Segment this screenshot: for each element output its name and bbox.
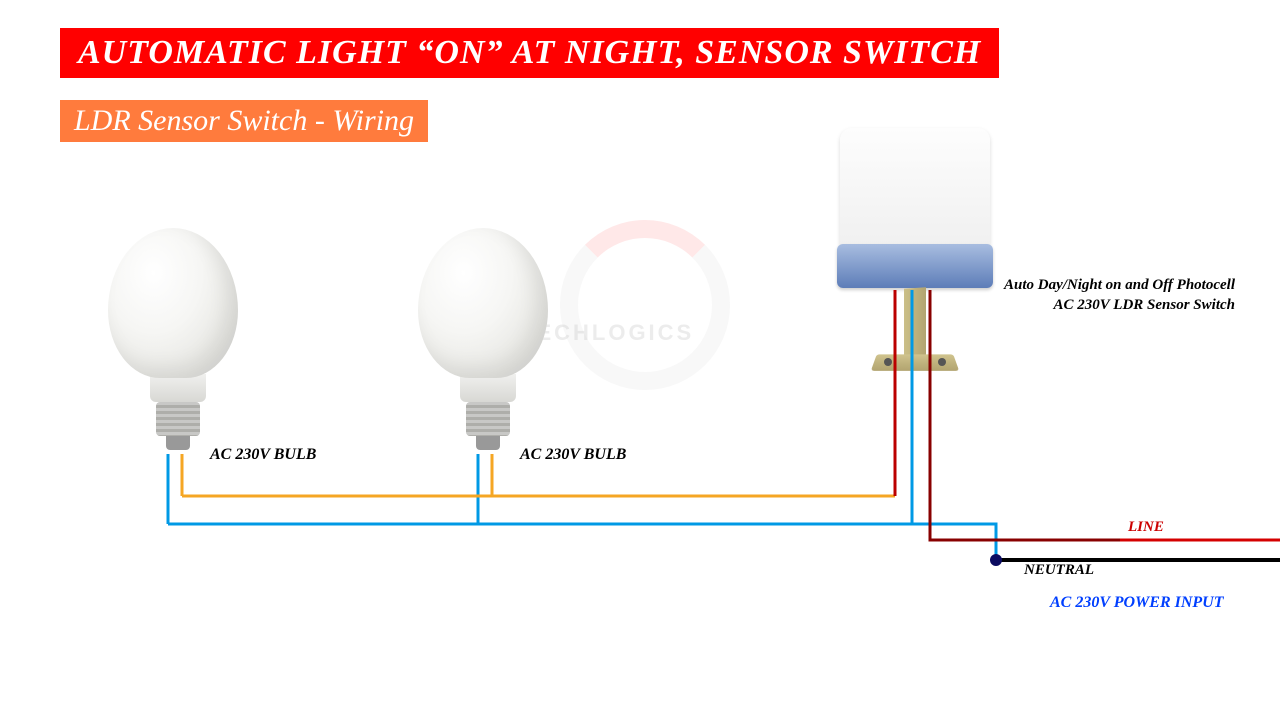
bulb-2: [418, 228, 558, 448]
sensor-desc-line-1: Auto Day/Night on and Off Photocell: [1004, 276, 1235, 296]
power-input-label: AC 230V POWER INPUT: [1050, 594, 1224, 612]
ldr-sensor: [830, 128, 1000, 378]
bulb-2-label: AC 230V BULB: [520, 446, 626, 464]
sensor-description: Auto Day/Night on and Off Photocell AC 2…: [1004, 276, 1235, 315]
bulb-1-label: AC 230V BULB: [210, 446, 316, 464]
subtitle: LDR Sensor Switch - Wiring: [60, 100, 428, 142]
bulb-1: [108, 228, 248, 448]
sensor-desc-line-2: AC 230V LDR Sensor Switch: [1004, 296, 1235, 316]
neutral-label: NEUTRAL: [1024, 562, 1094, 579]
line-label: LINE: [1128, 519, 1164, 536]
watermark-icon: [560, 220, 730, 390]
main-title: AUTOMATIC LIGHT “ON” AT NIGHT, SENSOR SW…: [60, 28, 999, 78]
